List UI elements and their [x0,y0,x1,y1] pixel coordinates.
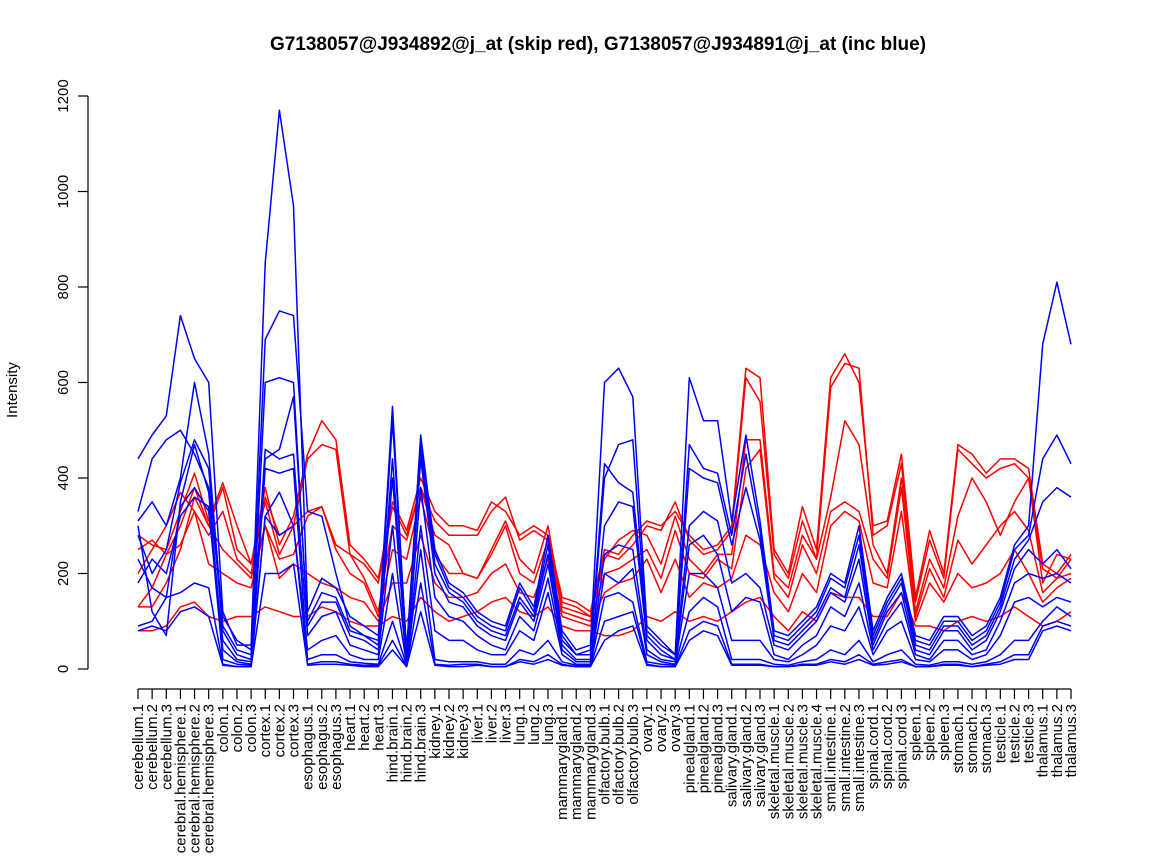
x-tick-label: cerebellum.1 [130,704,147,790]
x-tick-label: lung.2 [526,704,543,745]
x-tick-label: hind.brain.3 [413,704,430,782]
x-tick-label: pinealgland.1 [681,704,698,793]
x-tick-label: small.intestine.3 [851,704,868,812]
x-tick-label: liver.3 [498,704,515,743]
x-tick-label: cortex.3 [286,704,303,757]
x-tick-label: ovary.2 [653,704,670,752]
x-tick-label: thalamus.1 [1035,704,1052,777]
x-tick-label: esophagus.3 [328,704,345,790]
x-tick-label: small.intestine.2 [837,704,854,812]
x-tick-label: stomach.1 [950,704,967,773]
x-tick-label: olfactory.bulb.2 [611,704,628,805]
x-axis: cerebellum.1cerebellum.2cerebellum.3cere… [130,688,1080,853]
x-tick-label: skeletal.muscle.3 [794,704,811,819]
x-tick-label: salivary.gland.3 [752,704,769,807]
x-tick-label: heart.2 [356,704,373,751]
y-axis: 0 200 400 600 800 1000 1200 [55,79,89,673]
x-tick-label: liver.1 [469,704,486,743]
x-tick-label: liver.2 [483,704,500,743]
y-axis-label: Intensity [4,362,21,418]
x-tick-label: kidney.1 [427,704,444,759]
x-tick-label: heart.1 [342,704,359,751]
y-tick-label: 1000 [55,175,72,208]
x-tick-label: colon.3 [243,704,260,752]
x-tick-label: spinal.cord.3 [893,704,910,789]
x-tick-label: cerebral.hemisphere.2 [187,704,204,853]
x-tick-label: thalamus.2 [1049,704,1066,777]
series-line-skip-2 [137,362,1072,618]
x-tick-label: kidney.3 [455,704,472,759]
x-tick-label: esophagus.1 [300,704,317,790]
series-line-inc-10 [137,376,1072,661]
x-tick-label: pinealgland.2 [695,704,712,793]
series-line-inc-11 [137,448,1072,663]
series-line-inc-8 [137,310,1072,656]
y-tick-label: 0 [55,665,72,673]
series-line-inc-7 [137,109,1072,656]
x-tick-label: spinal.cord.1 [865,704,882,789]
x-tick-label: testicle.3 [1021,704,1038,763]
x-tick-label: lung.3 [540,704,557,745]
x-tick-label: stomach.3 [978,704,995,773]
x-tick-label: testicle.2 [1006,704,1023,763]
chart-title: G7138057@J934892@j_at (skip red), G71380… [270,34,926,55]
x-tick-label: spinal.cord.2 [879,704,896,789]
x-tick-label: pinealgland.3 [710,704,727,793]
x-tick-label: cerebral.hemisphere.1 [172,704,189,853]
x-tick-label: esophagus.2 [314,704,331,790]
x-tick-label: colon.1 [215,704,232,752]
x-tick-label: hind.brain.2 [399,704,416,782]
x-tick-label: heart.3 [370,704,387,751]
x-tick-label: salivary.gland.2 [738,704,755,807]
x-tick-label: kidney.2 [441,704,458,759]
y-tick-label: 1200 [55,79,72,112]
x-tick-label: small.intestine.1 [823,704,840,812]
x-tick-label: spleen.2 [922,704,939,761]
x-tick-label: olfactory.bulb.3 [625,704,642,805]
x-tick-label: ovary.1 [639,704,656,752]
x-tick-label: cortex.1 [257,704,274,757]
x-tick-label: cerebral.hemisphere.3 [201,704,218,853]
x-tick-label: cortex.2 [271,704,288,757]
series-line-inc-15 [137,563,1072,668]
series-line-inc-13 [137,467,1072,666]
series-layer [137,109,1072,668]
x-tick-label: hind.brain.1 [384,704,401,782]
y-tick-label: 600 [55,370,72,395]
x-tick-label: stomach.2 [964,704,981,773]
y-tick-label: 400 [55,465,72,490]
x-tick-label: salivary.gland.1 [724,704,741,807]
x-tick-label: mammarygland.1 [554,704,571,820]
x-tick-label: spleen.1 [908,704,925,761]
x-tick-label: ovary.3 [667,704,684,752]
series-line-inc-9 [137,381,1072,661]
x-tick-label: olfactory.bulb.1 [597,704,614,805]
x-tick-label: cerebellum.2 [144,704,161,790]
x-tick-label: mammarygland.2 [568,704,585,820]
x-tick-label: colon.2 [229,704,246,752]
y-tick-label: 200 [55,561,72,586]
x-tick-label: spleen.3 [936,704,953,761]
x-tick-label: thalamus.3 [1063,704,1080,777]
x-tick-label: lung.1 [512,704,529,745]
x-tick-label: skeletal.muscle.2 [780,704,797,819]
x-tick-label: skeletal.muscle.1 [766,704,783,819]
x-tick-label: mammarygland.3 [582,704,599,820]
series-line-skip-6 [138,591,1072,637]
x-tick-label: testicle.1 [992,704,1009,763]
x-tick-label: cerebellum.3 [158,704,175,790]
y-tick-label: 800 [55,274,72,299]
x-tick-label: skeletal.muscle.4 [809,704,826,819]
